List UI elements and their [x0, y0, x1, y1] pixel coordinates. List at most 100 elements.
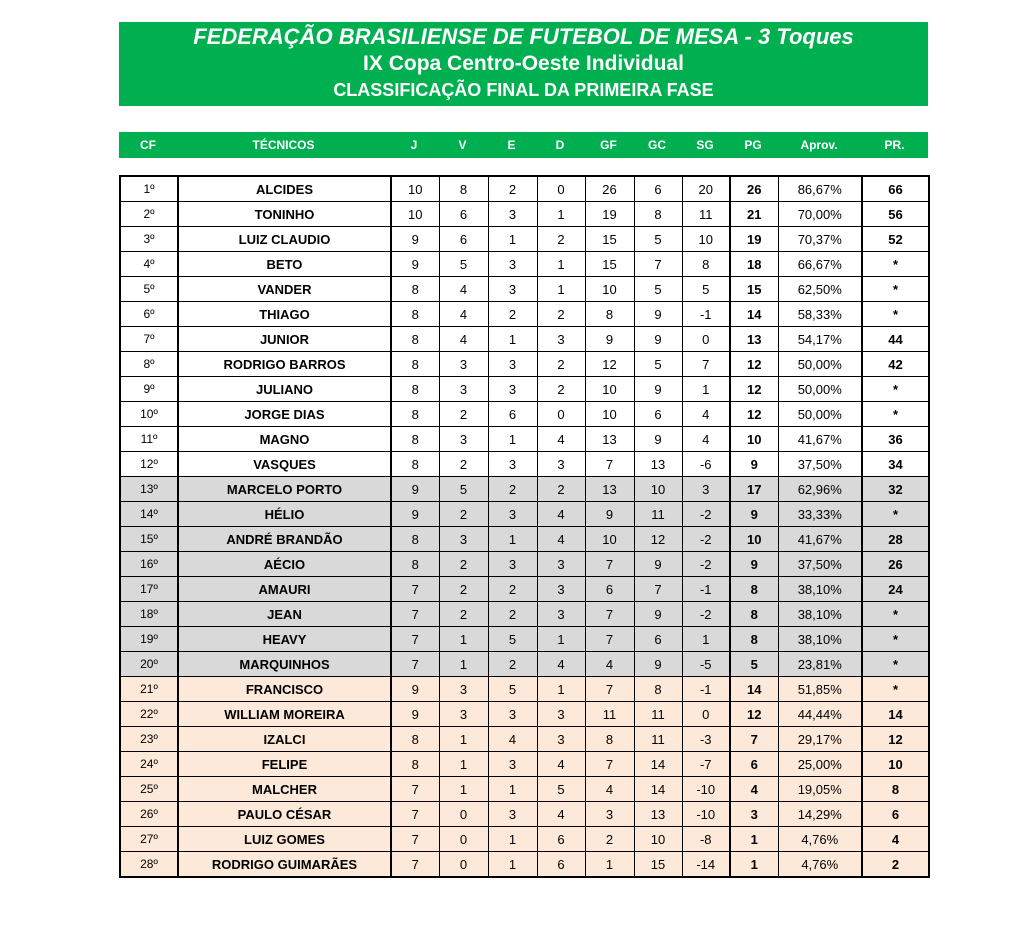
cell-pg: 9: [729, 451, 779, 477]
cell-name: VANDER: [177, 276, 392, 302]
table-row: 9º JULIANO 8 3 3 2 10 9 1 12 50,00% *: [119, 376, 930, 402]
cell-pg: 3: [729, 801, 779, 827]
cell-name: THIAGO: [177, 301, 392, 327]
cell-gc: 9: [633, 301, 683, 327]
cell-gc: 9: [633, 601, 683, 627]
cell-sg: -2: [681, 526, 731, 552]
cell-name: ALCIDES: [177, 175, 392, 202]
cell-pr: 56: [861, 201, 930, 227]
cell-j: 7: [390, 851, 440, 878]
cell-d: 1: [536, 251, 586, 277]
cell-aprov: 38,10%: [777, 626, 863, 652]
cell-pg: 12: [729, 376, 779, 402]
table-row: 12º VASQUES 8 2 3 3 7 13 -6 9 37,50% 34: [119, 451, 930, 477]
cell-name: IZALCI: [177, 726, 392, 752]
cell-e: 3: [487, 351, 538, 377]
cell-gf: 11: [584, 701, 635, 727]
cell-v: 1: [438, 751, 489, 777]
cell-name: HÉLIO: [177, 501, 392, 527]
cell-d: 2: [536, 376, 586, 402]
cell-sg: -7: [681, 751, 731, 777]
cell-pg: 13: [729, 326, 779, 352]
cell-gf: 9: [584, 501, 635, 527]
cell-pg: 14: [729, 301, 779, 327]
cell-d: 0: [536, 401, 586, 427]
cell-sg: -2: [681, 501, 731, 527]
table-row: 2º TONINHO 10 6 3 1 19 8 11 21 70,00% 56: [119, 201, 930, 227]
cell-pr: 10: [861, 751, 930, 777]
cell-gf: 2: [584, 826, 635, 852]
cell-aprov: 29,17%: [777, 726, 863, 752]
cell-cf: 21º: [119, 676, 179, 702]
cell-pr: *: [861, 276, 930, 302]
column-header-pg: PG: [744, 138, 762, 152]
cell-aprov: 33,33%: [777, 501, 863, 527]
cell-cf: 13º: [119, 476, 179, 502]
table-row: 27º LUIZ GOMES 7 0 1 6 2 10 -8 1 4,76% 4: [119, 826, 930, 852]
cell-pg: 4: [729, 776, 779, 802]
cell-gc: 14: [633, 751, 683, 777]
cell-sg: 8: [681, 251, 731, 277]
cell-aprov: 62,96%: [777, 476, 863, 502]
cell-cf: 24º: [119, 751, 179, 777]
cell-j: 8: [390, 376, 440, 402]
cell-sg: -10: [681, 801, 731, 827]
cell-v: 6: [438, 226, 489, 252]
cell-gf: 7: [584, 601, 635, 627]
cell-v: 4: [438, 326, 489, 352]
cell-e: 1: [487, 426, 538, 452]
cell-pr: 66: [861, 175, 930, 202]
table-row: 19º HEAVY 7 1 5 1 7 6 1 8 38,10% *: [119, 626, 930, 652]
cell-e: 3: [487, 451, 538, 477]
cell-gc: 13: [633, 451, 683, 477]
cell-pr: 6: [861, 801, 930, 827]
cell-d: 5: [536, 776, 586, 802]
cell-v: 2: [438, 601, 489, 627]
table-row: 14º HÉLIO 9 2 3 4 9 11 -2 9 33,33% *: [119, 501, 930, 527]
cell-gc: 8: [633, 201, 683, 227]
cell-aprov: 4,76%: [777, 851, 863, 878]
cell-pg: 17: [729, 476, 779, 502]
cell-aprov: 44,44%: [777, 701, 863, 727]
table-row: 16º AÉCIO 8 2 3 3 7 9 -2 9 37,50% 26: [119, 551, 930, 577]
table-row: 17º AMAURI 7 2 2 3 6 7 -1 8 38,10% 24: [119, 576, 930, 602]
cell-j: 8: [390, 301, 440, 327]
cell-gc: 6: [633, 401, 683, 427]
cell-pr: *: [861, 601, 930, 627]
cell-v: 1: [438, 776, 489, 802]
cell-pr: 12: [861, 726, 930, 752]
cell-pr: 28: [861, 526, 930, 552]
cell-sg: -6: [681, 451, 731, 477]
cell-name: LUIZ GOMES: [177, 826, 392, 852]
table-row: 21º FRANCISCO 9 3 5 1 7 8 -1 14 51,85% *: [119, 676, 930, 702]
cell-pr: *: [861, 301, 930, 327]
cell-gc: 13: [633, 801, 683, 827]
table-row: 22º WILLIAM MOREIRA 9 3 3 3 11 11 0 12 44,44% 14: [119, 701, 930, 727]
column-header-aprov: Aprov.: [800, 138, 838, 152]
cell-pg: 8: [729, 576, 779, 602]
cell-cf: 9º: [119, 376, 179, 402]
cell-d: 1: [536, 626, 586, 652]
cell-pg: 6: [729, 751, 779, 777]
cell-v: 2: [438, 501, 489, 527]
title-banner: FEDERAÇÃO BRASILIENSE DE FUTEBOL DE MESA…: [119, 22, 928, 106]
column-header-d: D: [555, 138, 565, 152]
table-row: 20º MARQUINHOS 7 1 2 4 4 9 -5 5 23,81% *: [119, 651, 930, 677]
column-header-v: V: [458, 138, 467, 152]
cell-pg: 8: [729, 601, 779, 627]
cell-aprov: 51,85%: [777, 676, 863, 702]
cell-cf: 27º: [119, 826, 179, 852]
cell-pr: 2: [861, 851, 930, 878]
cell-e: 3: [487, 501, 538, 527]
cell-e: 6: [487, 401, 538, 427]
cell-cf: 15º: [119, 526, 179, 552]
cell-cf: 17º: [119, 576, 179, 602]
cell-name: FELIPE: [177, 751, 392, 777]
column-header-e: E: [507, 138, 516, 152]
cell-gf: 4: [584, 776, 635, 802]
table-row: 11º MAGNO 8 3 1 4 13 9 4 10 41,67% 36: [119, 426, 930, 452]
cell-name: AMAURI: [177, 576, 392, 602]
cell-name: WILLIAM MOREIRA: [177, 701, 392, 727]
cell-sg: 7: [681, 351, 731, 377]
federation-title: FEDERAÇÃO BRASILIENSE DE FUTEBOL DE MESA…: [193, 24, 854, 49]
